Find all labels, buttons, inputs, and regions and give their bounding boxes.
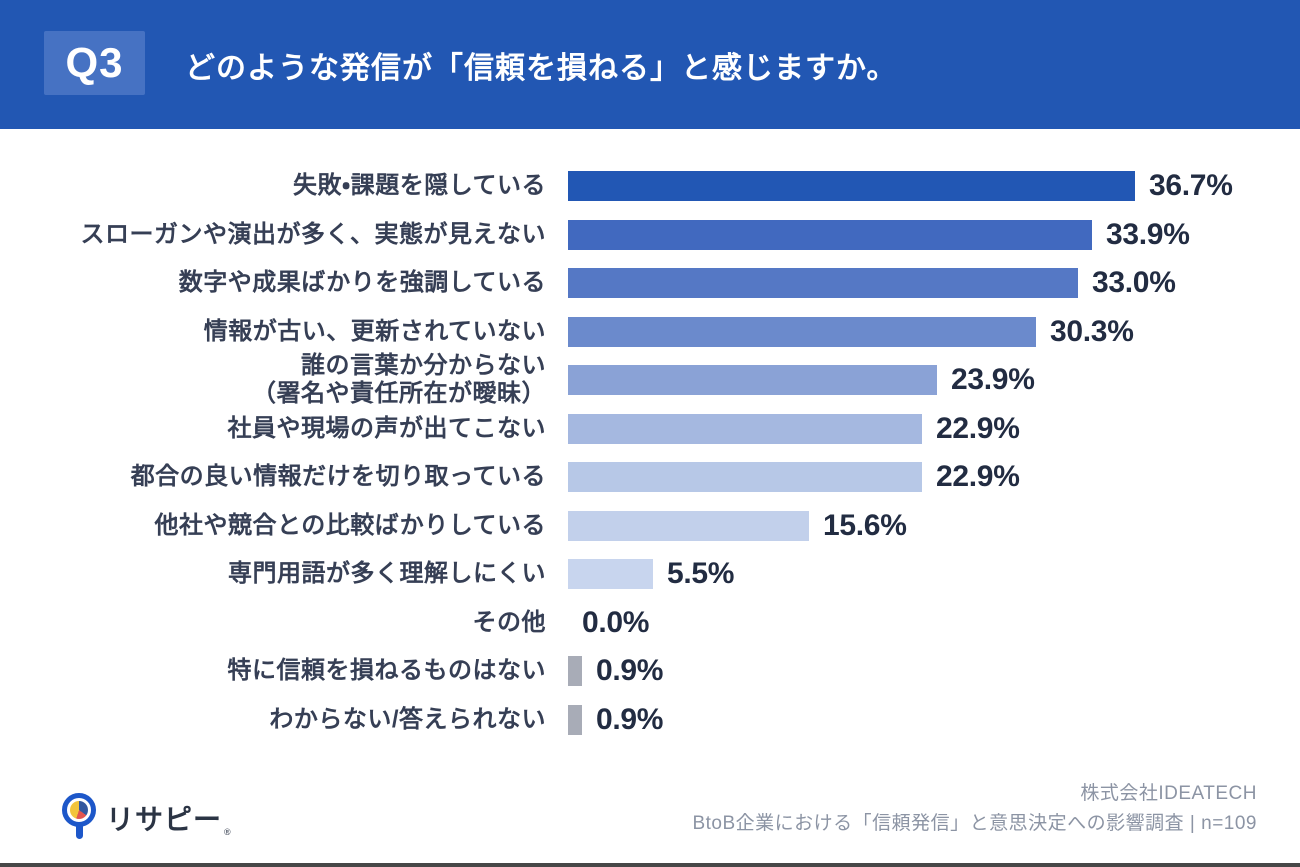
bar [568,656,582,686]
question-number-badge: Q3 [44,31,145,95]
value-label: 15.6% [823,508,907,542]
footer: リサピー ® 株式会社IDEATECH BtoB企業における「信頼発信」と意思決… [0,769,1300,863]
chart-row: 社員や現場の声が出てこない 22.9% [0,411,1300,445]
category-label: 数字や成果ばかりを強調している [178,269,546,296]
bar [568,219,1092,250]
question-number: Q3 [65,39,124,86]
chart-row: スローガンや演出が多く、実態が見えない 33.9% [0,217,1300,251]
magnifier-pie-icon [62,793,98,843]
category-label: 情報が古い、更新されていない [203,317,546,345]
category-label: わからない/答えられない [269,705,546,733]
category-label: 他社や競合との比較ばかりしている [154,511,546,539]
category-label: 都合の良い情報だけを切り取っている [130,463,546,490]
bottom-edge-line [0,863,1300,867]
bar [568,268,1078,298]
brand-logo: リサピー ® [62,793,231,843]
chart-row: 専門用語が多く理解しにくい 5.5% [0,557,1300,590]
value-label: 22.9% [936,411,1020,445]
question-banner: Q3 どのような発信が「信頼を損ねる」と感じますか。 [0,0,1300,129]
company-name: 株式会社IDEATECH [1080,783,1257,804]
pie-chart-glyph [70,801,88,819]
value-label: 23.9% [951,363,1035,396]
source-credit: 株式会社IDEATECH BtoB企業における「信頼発信」と意思決定への影響調査… [692,779,1257,839]
value-label: 33.0% [1092,266,1176,299]
survey-title: BtoB企業における「信頼発信」と意思決定への影響調査 | n=109 [692,813,1257,834]
bar [568,365,937,395]
bar-chart: 失敗・課題を隠している 36.7% スローガンや演出が多く、実態が見えない 33.9%… [0,129,1300,769]
value-label: 36.7% [1149,169,1233,202]
value-label: 0.9% [596,702,664,736]
chart-row: 誰の言葉か分からない （署名や責任所在が曖昧） 23.9% [0,352,1300,407]
bar [568,413,922,444]
chart-row: 他社や競合との比較ばかりしている 15.6% [0,508,1300,542]
value-label: 30.3% [1050,314,1134,348]
chart-row: わからない/答えられない 0.9% [0,702,1300,736]
bar [568,171,1135,201]
registered-mark: ® [224,827,231,837]
chart-row: 都合の良い情報だけを切り取っている 22.9% [0,460,1300,493]
bar [568,462,922,492]
category-label: 特に信頼を損ねるものはない [227,657,546,684]
category-label: 専門用語が多く理解しにくい [227,560,546,587]
value-label: 22.9% [936,460,1020,493]
category-label: 失敗・課題を隠している [293,172,546,199]
category-label: 誰の言葉か分からない （署名や責任所在が曖昧） [252,352,546,407]
question-title: どのような発信が「信頼を損ねる」と感じますか。 [185,51,898,85]
magnifier-ring [62,793,96,827]
logo-wordmark: リサピー [106,804,223,835]
chart-row: 失敗・課題を隠している 36.7% [0,169,1300,202]
value-label: 0.9% [596,654,664,687]
chart-row: 数字や成果ばかりを強調している 33.0% [0,266,1300,299]
magnifier-handle [76,825,83,839]
category-label: 社員や現場の声が出てこない [227,414,546,442]
category-label: スローガンや演出が多く、実態が見えない [80,220,546,248]
value-label: 33.9% [1106,217,1190,251]
chart-row: その他 0.0% [0,605,1300,639]
value-label: 5.5% [667,557,735,590]
bar [568,316,1036,347]
value-label: 0.0% [582,605,650,639]
category-label: その他 [472,608,546,636]
chart-row: 特に信頼を損ねるものはない 0.9% [0,654,1300,687]
bar [568,559,653,589]
bar [568,510,809,541]
chart-row: 情報が古い、更新されていない 30.3% [0,314,1300,348]
bar [568,704,582,735]
